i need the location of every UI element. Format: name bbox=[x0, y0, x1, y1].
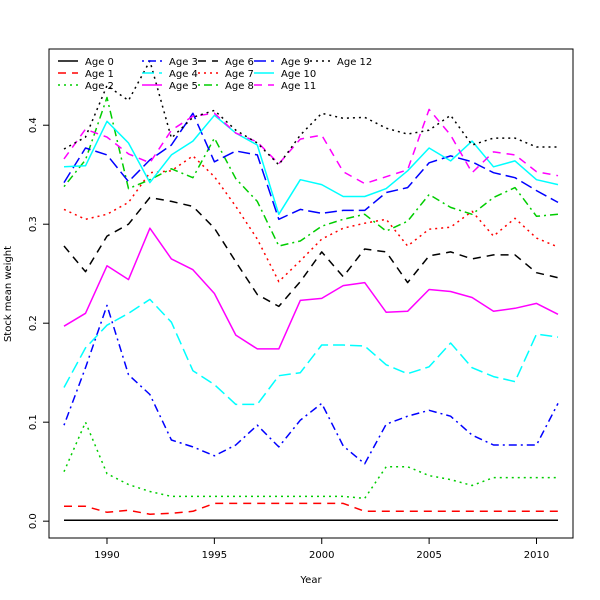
legend-label-age-8: Age 8 bbox=[225, 81, 254, 92]
x-axis-title: Year bbox=[299, 575, 322, 586]
series-line-age-12 bbox=[63, 60, 558, 166]
y-axis: 0.0 0.1 0.2 0.3 0.4 bbox=[28, 117, 49, 529]
y-axis-title: Stock mean weight bbox=[3, 246, 14, 342]
x-axis: 1990 1995 2000 2005 2010 bbox=[94, 538, 549, 561]
series-line-age-5 bbox=[63, 227, 559, 350]
y-tick-label-0: 0.0 bbox=[28, 513, 39, 529]
series-line-age-6 bbox=[63, 196, 559, 308]
series-line-age-1 bbox=[64, 502, 558, 515]
legend-label-age-2: Age 2 bbox=[85, 81, 114, 92]
legend-label-age-3: Age 3 bbox=[169, 57, 198, 68]
y-tick-label-4: 0.4 bbox=[28, 117, 39, 133]
series-line-age-8 bbox=[63, 96, 559, 247]
x-tick-label-2000: 2000 bbox=[309, 550, 334, 561]
x-tick-label-1990: 1990 bbox=[94, 550, 119, 561]
x-tick-label-1995: 1995 bbox=[202, 550, 227, 561]
legend-label-age-11: Age 11 bbox=[281, 81, 316, 92]
y-tick-label-2: 0.2 bbox=[28, 315, 39, 331]
series-line-age-10 bbox=[63, 114, 559, 216]
legend-label-age-10: Age 10 bbox=[281, 69, 316, 80]
legend-label-age-6: Age 6 bbox=[225, 57, 254, 68]
series-line-age-4 bbox=[63, 298, 559, 406]
legend-label-age-1: Age 1 bbox=[85, 69, 114, 80]
legend-label-age-5: Age 5 bbox=[169, 81, 198, 92]
plot-frame bbox=[48, 48, 574, 539]
legend-label-age-7: Age 7 bbox=[225, 69, 254, 80]
series-line-age-9 bbox=[63, 112, 559, 221]
y-tick-label-3: 0.3 bbox=[28, 216, 39, 232]
legend-label-age-12: Age 12 bbox=[337, 57, 372, 68]
legend-label-age-0: Age 0 bbox=[85, 57, 114, 68]
legend-label-age-9: Age 9 bbox=[281, 57, 310, 68]
series-line-age-3 bbox=[63, 304, 559, 465]
y-tick-label-1: 0.1 bbox=[28, 414, 39, 430]
series-line-age-2 bbox=[63, 421, 558, 500]
series-line-age-7 bbox=[63, 155, 559, 283]
x-tick-label-2010: 2010 bbox=[524, 550, 549, 561]
series-layer bbox=[63, 60, 559, 521]
legend-label-age-4: Age 4 bbox=[169, 69, 198, 80]
x-tick-label-2005: 2005 bbox=[416, 550, 441, 561]
series-line-age-11 bbox=[63, 108, 559, 185]
